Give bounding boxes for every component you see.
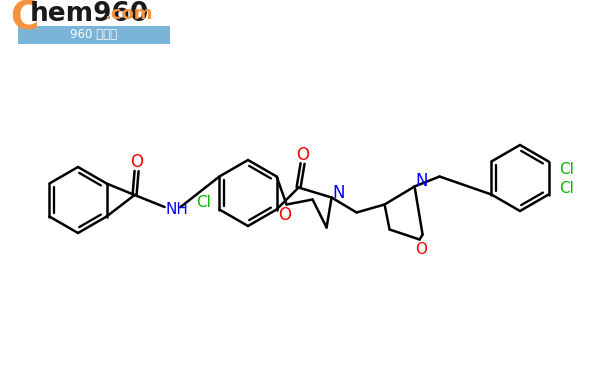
Text: .com: .com	[104, 5, 152, 23]
Text: O: O	[416, 242, 428, 257]
Text: Cl: Cl	[559, 181, 574, 196]
Text: hem960: hem960	[30, 1, 149, 27]
Text: N: N	[332, 184, 345, 202]
Text: Cl: Cl	[196, 195, 211, 210]
Text: 960 化工网: 960 化工网	[70, 28, 117, 42]
Bar	[18, 26, 170, 44]
Text: Cl: Cl	[559, 162, 574, 177]
Bar	[0, 0, 605, 65]
Text: NH: NH	[165, 201, 188, 216]
Text: N: N	[415, 172, 428, 190]
Text: O: O	[296, 146, 309, 164]
Text: O: O	[130, 153, 143, 171]
Text: O: O	[278, 206, 291, 224]
Text: C: C	[10, 0, 39, 37]
